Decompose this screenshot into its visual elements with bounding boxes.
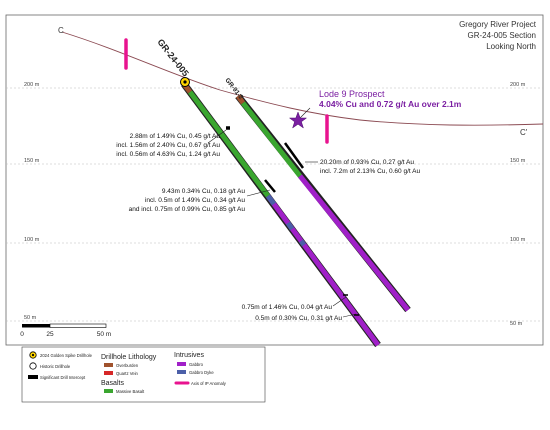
prospect-title: Lode 9 Prospect: [319, 89, 385, 99]
leader-c: [246, 189, 271, 197]
massive-basalt-swatch: [104, 389, 113, 393]
basalt-segment: [188, 90, 270, 198]
overburden-segment: [235, 94, 246, 105]
legend-basalts-title: Basalts: [101, 380, 124, 387]
header-view: Looking North: [486, 42, 536, 51]
section-end-right: C': [520, 128, 528, 137]
intercept-annotation-d: 0.75m of 1.46% Cu, 0.04 g/t Au 0.5m of 0…: [242, 304, 343, 322]
legend-intrusives-title: Intrusives: [174, 352, 204, 359]
leader-d2: [342, 313, 357, 318]
annotation-line: 0.75m of 1.46% Cu, 0.04 g/t Au: [242, 304, 333, 311]
basalt-segment: [241, 101, 302, 178]
elev-label-left-150: 150 m: [24, 158, 40, 164]
gabbro-dyke-segment: [299, 239, 306, 247]
header-project: Gregory River Project: [459, 20, 537, 29]
significant-intercepts: [226, 126, 359, 316]
gabbro-dyke-segment: [266, 194, 276, 206]
intercept-annotation-b: 20.20m of 0.93% Cu, 0.27 g/t Au incl. 7.…: [320, 159, 420, 175]
scale-tick-0: 0: [20, 331, 24, 338]
legend-golden-spike: 2024 Golden Spike Drillhole: [40, 353, 93, 358]
legend-quartz-vein: Quartz Vein: [116, 371, 139, 376]
gabbro-dyke-segment: [285, 221, 295, 231]
drillhole-gr-91-2: [235, 93, 411, 313]
scale-bar: 0 25 50 m: [20, 323, 111, 338]
legend-lithology-title: Drillhole Lithology: [101, 354, 157, 361]
gabbro-dyke-swatch: [177, 370, 186, 374]
legend-overburden: Overburden: [116, 363, 139, 368]
scale-segment-white: [49, 323, 107, 328]
legend-intercept: Significant Drill Intercept: [40, 375, 86, 380]
gabbro-swatch: [177, 362, 186, 366]
collar-gr-24-005: [180, 77, 190, 87]
ip-anomaly-axes: [124, 38, 329, 144]
intercept-marker-c: [264, 179, 276, 193]
scale-segment-black: [22, 324, 50, 328]
figure-header: Gregory River Project GR-24-005 Section …: [459, 20, 537, 51]
section-end-left: C: [58, 26, 64, 35]
scale-tick-25: 25: [46, 331, 54, 338]
leader-prospect: [299, 107, 311, 119]
legend-ip-anomaly: Axis of IP Anomaly: [191, 381, 227, 386]
prospect-detail: 4.04% Cu and 0.72 g/t Au over 2.1m: [319, 99, 462, 109]
annotation-line: incl. 7.2m of 2.13% Cu, 0.60 g/t Au: [320, 168, 420, 175]
elev-label-left-200: 200 m: [24, 82, 40, 88]
historic-drillhole-icon: [29, 362, 37, 370]
elevation-labels: 200 m 150 m 100 m 50 m 200 m 150 m 100 m…: [24, 82, 526, 327]
lode-9-star-icon: [288, 111, 308, 129]
intercept-annotation-a: 2.88m of 1.49% Cu, 0.45 g/t Au incl. 1.5…: [116, 133, 220, 158]
legend-massive-basalt: Massive Basalt: [116, 389, 145, 394]
gabbro-segment: [265, 194, 381, 347]
annotation-line: 9.43m 0.34% Cu, 0.18 g/t Au: [162, 188, 245, 195]
legend: 2024 Golden Spike Drillhole Historic Dri…: [21, 346, 266, 403]
legend-gabbro: Gabbro: [189, 362, 204, 367]
annotation-line: incl. 0.5m of 1.49% Cu, 0.34 g/t Au: [145, 197, 245, 204]
annotation-line: incl. 1.56m of 2.40% Cu, 0.67 g/t Au: [116, 142, 220, 149]
intercept-marker-b: [283, 142, 305, 169]
overburden-swatch: [104, 363, 113, 367]
elevation-grid: [6, 87, 543, 322]
map-frame: [5, 14, 544, 346]
scale-tick-50: 50 m: [97, 331, 111, 338]
elev-label-left-50: 50 m: [24, 315, 37, 321]
elev-label-left-100: 100 m: [24, 237, 40, 243]
legend-box: [21, 346, 266, 403]
annotation-line: 20.20m of 0.93% Cu, 0.27 g/t Au: [320, 159, 414, 166]
intercept-annotation-c: 9.43m 0.34% Cu, 0.18 g/t Au incl. 0.5m o…: [129, 188, 246, 213]
elev-label-right-100: 100 m: [510, 237, 526, 243]
annotation-line: and incl. 0.75m of 0.99% Cu, 0.85 g/t Au: [129, 206, 246, 213]
quartz-vein-swatch: [104, 371, 113, 375]
collar-center-dot: [183, 80, 187, 84]
annotation-line: 0.5m of 0.30% Cu, 0.31 g/t Au: [255, 315, 342, 322]
leader-lines: [207, 107, 357, 318]
topographic-surface: [61, 31, 544, 126]
annotation-line: 2.88m of 1.49% Cu, 0.45 g/t Au: [130, 133, 221, 140]
elev-label-right-50: 50 m: [510, 321, 523, 327]
drillhole-gr-24-005: [181, 81, 381, 348]
leader-a: [207, 129, 227, 144]
gabbro-segment: [298, 174, 410, 312]
legend-historic: Historic Drillhole: [40, 364, 71, 369]
legend-gabbro-dyke: Gabbro Dyke: [189, 370, 214, 375]
elev-label-right-150: 150 m: [510, 158, 526, 164]
header-section: GR-24-005 Section: [468, 31, 536, 40]
annotation-line: incl. 0.56m of 4.63% Cu, 1.24 g/t Au: [116, 151, 220, 158]
elev-label-right-200: 200 m: [510, 82, 526, 88]
significant-intercept-icon: [28, 375, 38, 379]
leader-d1: [332, 296, 347, 307]
collar-center-dot: [31, 353, 35, 357]
